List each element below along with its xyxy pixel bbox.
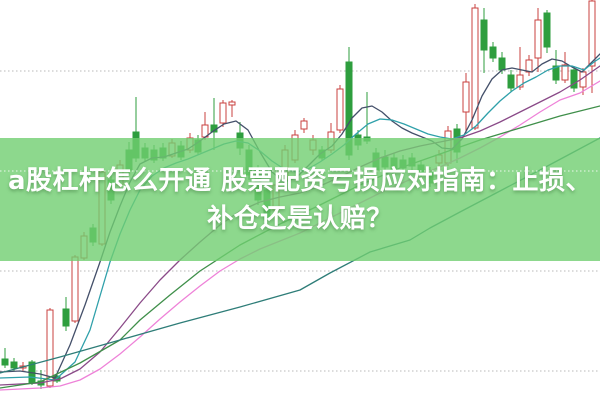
candle-down: [37, 370, 45, 389]
candle-down: [480, 8, 488, 73]
candle-down: [543, 10, 551, 53]
candle-down: [1, 348, 9, 368]
candle-down: [62, 297, 70, 331]
candle-up: [46, 308, 54, 388]
candle-up: [300, 118, 308, 133]
headline-banner-bg: [0, 138, 600, 261]
candle-up: [561, 52, 569, 83]
candle-down: [10, 358, 18, 371]
candle-up: [516, 47, 524, 90]
candle-up: [534, 8, 542, 72]
candle-up: [219, 100, 227, 127]
candle-down: [489, 42, 497, 62]
candle-up: [336, 85, 344, 133]
candle-up: [471, 4, 479, 130]
candle-down: [507, 70, 515, 92]
candle-up: [71, 255, 79, 323]
candle-up: [462, 73, 470, 133]
candle-up: [588, 0, 596, 93]
candle-down: [363, 92, 371, 144]
candle-up: [525, 55, 533, 76]
candle-down: [552, 50, 560, 84]
candle-down: [570, 66, 578, 92]
candle-up: [228, 100, 236, 117]
